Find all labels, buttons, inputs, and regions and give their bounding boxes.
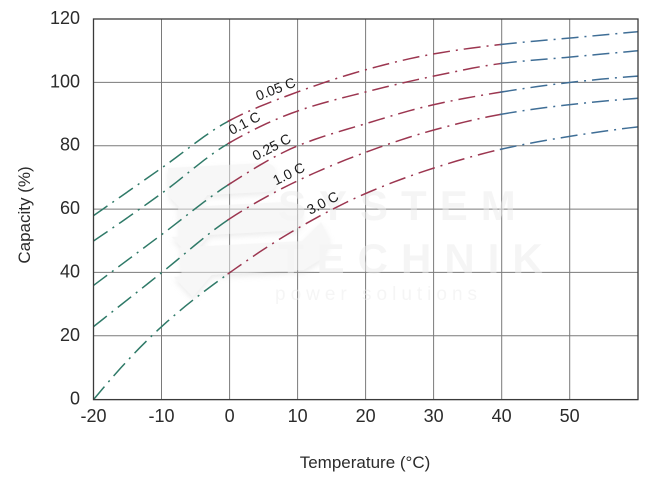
svg-text:100: 100 [50, 71, 80, 91]
svg-text:80: 80 [60, 135, 80, 155]
svg-text:40: 40 [60, 261, 80, 281]
svg-text:120: 120 [50, 8, 80, 28]
svg-text:50: 50 [560, 406, 580, 426]
svg-text:60: 60 [60, 198, 80, 218]
svg-text:0: 0 [70, 389, 80, 409]
svg-text:Temperature (°C): Temperature (°C) [300, 453, 431, 472]
svg-text:40: 40 [492, 406, 512, 426]
svg-text:0.25 C: 0.25 C [250, 130, 294, 163]
svg-text:power solutions: power solutions [275, 284, 482, 305]
svg-text:30: 30 [424, 406, 444, 426]
svg-text:TECHNIK: TECHNIK [278, 235, 556, 282]
svg-text:20: 20 [60, 325, 80, 345]
svg-text:0.1 C: 0.1 C [226, 108, 263, 138]
svg-text:-10: -10 [148, 406, 174, 426]
svg-text:Capacity (%): Capacity (%) [15, 166, 34, 263]
svg-text:10: 10 [288, 406, 308, 426]
svg-text:0: 0 [225, 406, 235, 426]
svg-text:0.05 C: 0.05 C [253, 74, 297, 104]
svg-text:-20: -20 [80, 406, 106, 426]
svg-text:20: 20 [356, 406, 376, 426]
